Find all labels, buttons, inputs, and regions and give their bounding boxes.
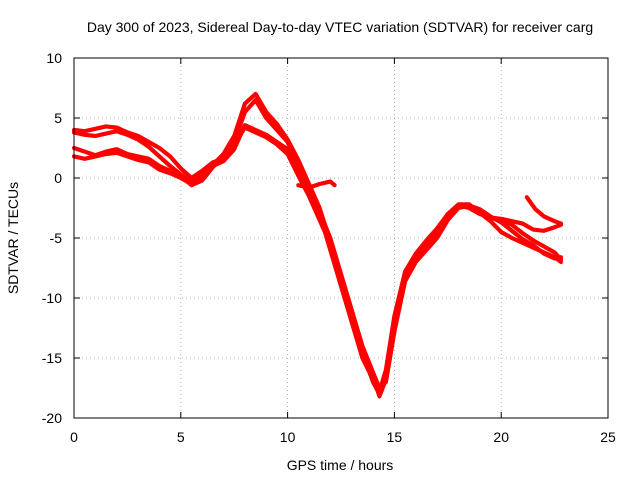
data-series-2: [71, 123, 564, 391]
x-axis-label: GPS time / hours: [287, 457, 394, 473]
y-tick-label: 5: [54, 110, 62, 126]
x-tick-label: 10: [280, 429, 296, 445]
grid-layer: [74, 58, 608, 418]
y-tick-label: 0: [54, 170, 62, 186]
x-tick-label: 15: [387, 429, 403, 445]
tick-layer: 0 5 10 15 20 25 10 5 0 -5 -10 -15 -20: [42, 50, 616, 445]
y-tick-label: -5: [50, 230, 63, 246]
x-tick-label: 5: [177, 429, 185, 445]
series-layer: [71, 91, 564, 399]
y-tick-label: -20: [42, 410, 62, 426]
data-series-4: [71, 91, 564, 399]
y-tick-label: -10: [42, 290, 62, 306]
data-series-5: [296, 179, 337, 190]
chart-title: Day 300 of 2023, Sidereal Day-to-day VTE…: [87, 19, 593, 35]
x-tick-label: 25: [600, 429, 616, 445]
data-series-6: [524, 195, 564, 226]
y-axis-label: SDTVAR / TECUs: [5, 182, 21, 294]
x-tick-label: 20: [493, 429, 509, 445]
x-tick-label: 0: [70, 429, 78, 445]
y-tick-label: 10: [46, 50, 62, 66]
y-tick-label: -15: [42, 350, 62, 366]
data-series-1: [71, 124, 564, 397]
